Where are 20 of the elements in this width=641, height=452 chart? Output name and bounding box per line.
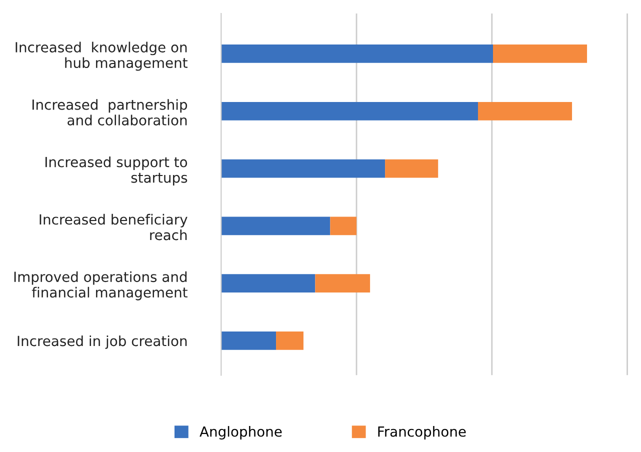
y-tick-label: Increased knowledge on hub management xyxy=(16,42,188,71)
bar xyxy=(221,216,330,236)
y-tick-label: Increased partnership and collaboration xyxy=(32,99,188,126)
y-tick-label: Improved operations and financial management xyxy=(14,271,188,300)
bar xyxy=(385,159,438,178)
y-tick-label: Increased in job creation xyxy=(18,335,187,349)
bar xyxy=(492,44,588,63)
bar xyxy=(276,332,304,350)
legend-label: Francophone xyxy=(378,426,466,440)
legend-label: Anglophone xyxy=(200,426,282,440)
bar xyxy=(221,44,493,63)
y-tick-label: Increased beneficiary reach xyxy=(40,214,188,240)
bar xyxy=(315,274,370,293)
bar xyxy=(478,102,572,120)
bar xyxy=(221,159,386,178)
bar xyxy=(330,216,357,236)
bar xyxy=(221,102,478,120)
y-tick-label: Increased support to startups xyxy=(45,156,188,186)
bar xyxy=(221,274,316,293)
bar xyxy=(221,332,276,350)
